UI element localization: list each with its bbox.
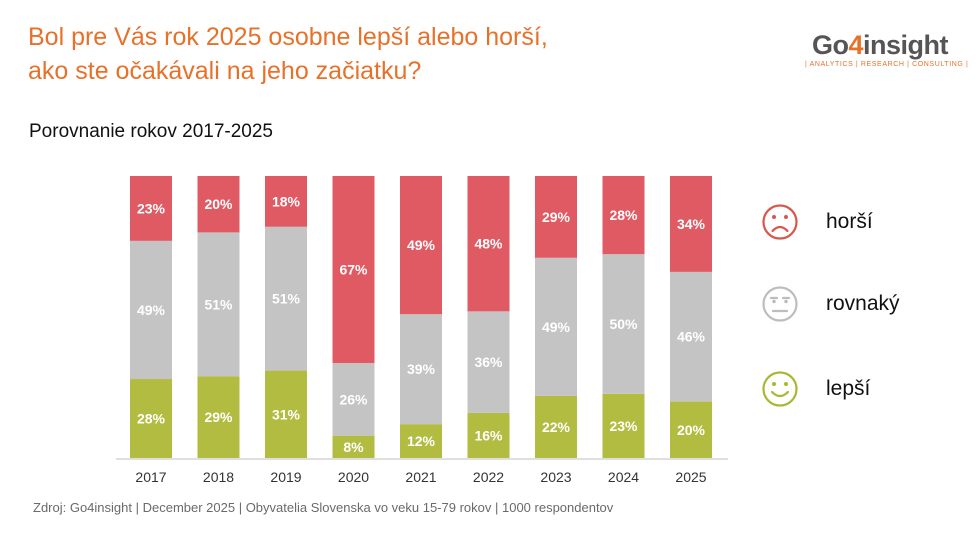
logo-suffix: insight [863,30,949,60]
data-label-horsi-2021: 49% [407,237,436,253]
bar-lepsi-2020 [332,435,375,458]
data-label-rovnaky-2018: 51% [204,296,233,312]
data-label-lepsi-2025: 20% [677,422,706,438]
bar-horsi-2025 [670,176,712,272]
data-label-horsi-2018: 20% [204,196,233,212]
legend-label-horsi: horší [826,210,873,233]
logo-tagline: | ANALYTICS | RESEARCH | CONSULTING | [805,61,969,68]
bar-lepsi-2019 [265,370,307,458]
data-label-horsi-2024: 28% [609,207,638,223]
x-tick-label-2022: 2022 [473,469,504,485]
data-label-rovnaky-2021: 39% [407,361,436,377]
bar-horsi-2024 [602,176,645,255]
bar-lepsi-2017 [130,379,172,458]
bar-rovnaky-2019 [265,226,307,371]
data-label-rovnaky-2017: 49% [137,302,166,318]
data-label-rovnaky-2025: 46% [677,329,706,345]
bar-rovnaky-2023 [535,257,577,396]
sad-face-icon [762,204,798,240]
x-tick-label-2020: 2020 [338,469,369,485]
data-label-rovnaky-2024: 50% [609,316,638,332]
bar-rovnaky-2017 [130,240,172,380]
bar-horsi-2023 [535,176,577,258]
x-tick-label-2018: 2018 [203,469,234,485]
x-tick-label-2025: 2025 [675,469,706,485]
x-tick-label-2019: 2019 [270,469,301,485]
data-label-rovnaky-2020: 26% [339,391,368,407]
data-label-lepsi-2024: 23% [609,418,638,434]
data-label-rovnaky-2022: 36% [474,354,503,370]
data-label-lepsi-2023: 22% [542,419,571,435]
data-label-lepsi-2022: 16% [474,427,503,443]
bar-rovnaky-2024 [602,254,645,394]
logo-wordmark: Go4insight [805,30,955,60]
bar-horsi-2022 [467,176,510,312]
bar-lepsi-2024 [602,393,645,458]
bar-horsi-2020 [332,176,375,364]
chart-title: Bol pre Vás rok 2025 osobne lepší alebo … [28,20,728,88]
bar-horsi-2017 [130,176,172,241]
bar-rovnaky-2021 [400,314,442,425]
title-line-2: ako ste očakávali na jeho začiatku? [28,57,422,85]
bar-rovnaky-2018 [197,232,240,377]
legend-item-rovnaky: rovnaký [760,284,900,324]
data-label-horsi-2023: 29% [542,209,571,225]
source-note: Zdroj: Go4insight | December 2025 | Obyv… [33,500,614,515]
bar-lepsi-2018 [197,376,240,458]
data-label-lepsi-2020: 8% [343,439,364,455]
legend-item-horsi: horší [760,202,873,242]
data-label-horsi-2025: 34% [677,216,706,232]
bar-lepsi-2023 [535,395,577,458]
go4insight-logo: Go4insight | ANALYTICS | RESEARCH | CONS… [805,30,969,68]
chart-subtitle: Porovnanie rokov 2017-2025 [29,121,274,142]
x-tick-label-2021: 2021 [405,469,436,485]
bar-rovnaky-2020 [332,363,375,436]
data-label-horsi-2020: 67% [339,262,368,278]
x-tick-label-2017: 2017 [135,469,166,485]
bar-rovnaky-2022 [467,311,510,413]
data-label-horsi-2017: 23% [137,200,166,216]
x-tick-label-2023: 2023 [540,469,571,485]
bar-horsi-2021 [400,176,442,315]
bar-horsi-2018 [197,176,240,233]
logo-prefix: Go [811,30,849,60]
bar-lepsi-2025 [670,401,712,458]
bar-lepsi-2022 [467,412,510,458]
data-label-lepsi-2017: 28% [137,411,166,427]
bar-horsi-2019 [265,176,307,227]
data-label-lepsi-2018: 29% [204,409,233,425]
legend-item-lepsi: lepší [760,369,870,409]
neutral-face-icon [762,286,798,322]
legend-label-rovnaky: rovnaký [826,292,900,315]
title-line-1: Bol pre Vás rok 2025 osobne lepší alebo … [28,23,548,51]
x-tick-label-2024: 2024 [608,469,639,485]
data-label-lepsi-2019: 31% [272,406,301,422]
bar-lepsi-2021 [400,424,442,458]
logo-four: 4 [848,30,864,60]
data-label-horsi-2022: 48% [474,236,503,252]
bar-rovnaky-2025 [670,271,712,402]
data-label-horsi-2019: 18% [272,193,301,209]
data-label-rovnaky-2023: 49% [542,319,571,335]
legend-label-lepsi: lepší [826,377,871,400]
data-label-lepsi-2021: 12% [407,433,436,449]
smiley-face-icon [762,371,798,407]
data-label-rovnaky-2019: 51% [272,291,301,307]
